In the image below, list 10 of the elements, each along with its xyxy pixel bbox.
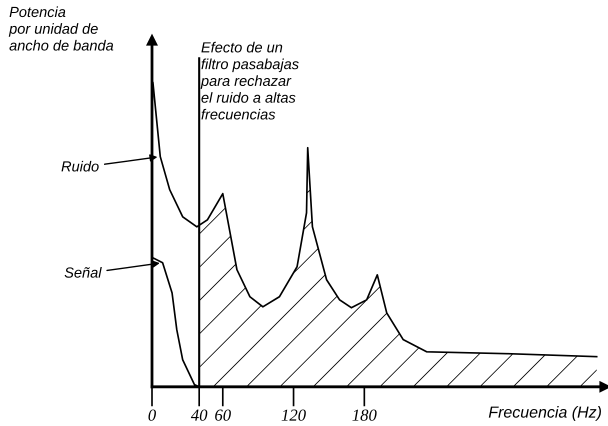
- x-tick-label: 60: [215, 410, 231, 421]
- x-axis-title: Frecuencia (Hz): [488, 406, 601, 421]
- x-tick-label: 180: [352, 410, 377, 421]
- x-tick-label: 40: [190, 410, 208, 421]
- y-axis-title: Potencia por unidad de ancho de banda: [8, 6, 114, 51]
- annotation: Señal: [64, 267, 102, 278]
- annotation: Ruido: [61, 160, 99, 172]
- x-tick-label: 120: [282, 410, 306, 421]
- ref-line-label: Efecto de un filtro pasabajas para rechazar el ruido a altas frecuencias: [200, 42, 299, 120]
- x-tick-label: 0: [148, 410, 156, 421]
